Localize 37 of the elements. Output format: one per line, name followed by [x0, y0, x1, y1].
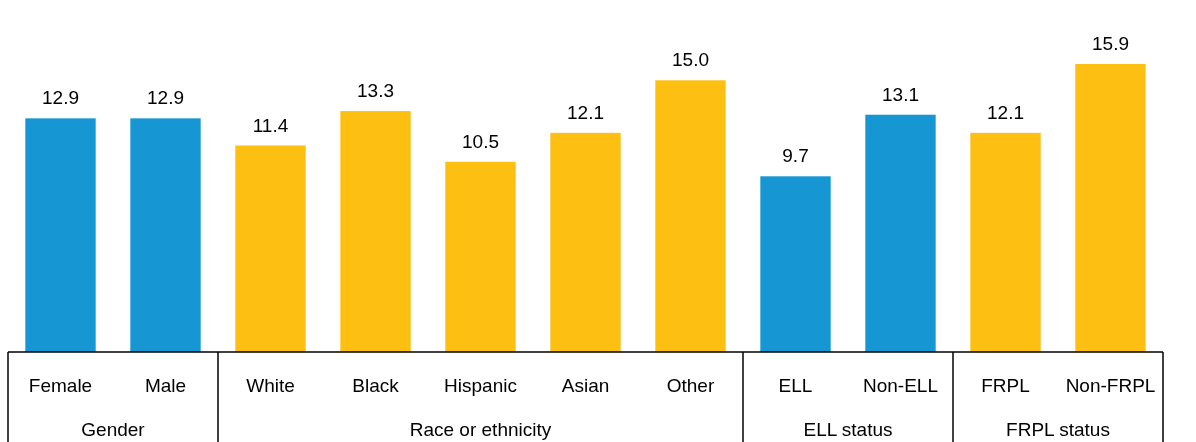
x-tick-label: Male [144, 375, 187, 396]
data-label: 10.5 [462, 130, 499, 152]
text: ELL status [803, 419, 893, 440]
bar [970, 132, 1041, 352]
bar [865, 114, 936, 352]
data-label: 12.1 [987, 101, 1024, 123]
bar [340, 111, 411, 352]
data-label: 13.1 [882, 83, 919, 105]
bar [655, 80, 726, 352]
data-label: 13.3 [357, 80, 394, 102]
x-tick-label: Asian [561, 375, 610, 396]
data-label: 15.0 [672, 49, 709, 71]
x-tick-label: ELL [778, 375, 813, 396]
data-label: 9.7 [782, 145, 809, 167]
x-tick-label: Black [352, 375, 400, 396]
bar [130, 118, 201, 352]
x-tick-label: Other [666, 375, 715, 396]
data-label: 12.1 [567, 101, 604, 123]
text: Race or ethnicity [409, 419, 552, 440]
bar [760, 176, 831, 352]
data-label: 12.9 [147, 87, 184, 109]
data-label: 11.4 [252, 114, 289, 136]
text: Gender [81, 419, 146, 440]
x-tick-label: White [246, 375, 295, 396]
bar [25, 118, 96, 352]
x-tick-label: FRPL [981, 375, 1030, 396]
bar [550, 132, 621, 352]
data-label: 12.9 [42, 87, 79, 109]
text: FRPL status [1006, 419, 1110, 440]
bar [1075, 64, 1146, 352]
x-tick-label: Hispanic [444, 375, 517, 396]
x-tick-label: Non-ELL [863, 375, 938, 396]
bar [445, 161, 516, 352]
data-label: 15.9 [1092, 33, 1129, 54]
x-tick-label: Non-FRPL [1065, 375, 1156, 396]
bar [235, 145, 306, 352]
x-tick-label: Female [28, 375, 93, 396]
